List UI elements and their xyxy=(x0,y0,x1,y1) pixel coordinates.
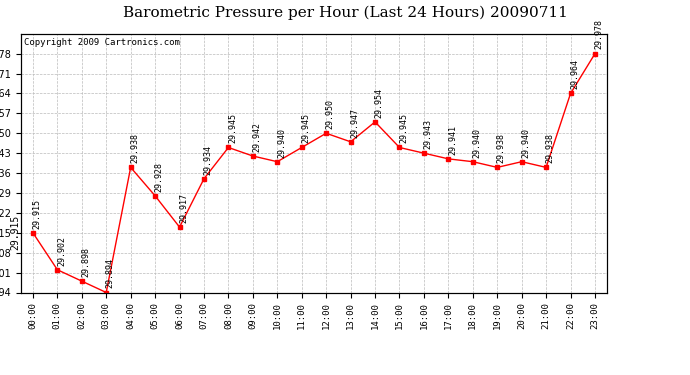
Text: 29.915: 29.915 xyxy=(11,215,21,250)
Text: 29.954: 29.954 xyxy=(375,88,384,118)
Text: 29.945: 29.945 xyxy=(399,113,408,143)
Text: 29.940: 29.940 xyxy=(522,128,531,158)
Text: 29.940: 29.940 xyxy=(473,128,482,158)
Text: 29.938: 29.938 xyxy=(546,133,555,163)
Text: 29.947: 29.947 xyxy=(351,108,359,138)
Text: 29.934: 29.934 xyxy=(204,145,213,175)
Text: 29.938: 29.938 xyxy=(130,133,139,163)
Text: 29.902: 29.902 xyxy=(57,236,66,266)
Text: Barometric Pressure per Hour (Last 24 Hours) 20090711: Barometric Pressure per Hour (Last 24 Ho… xyxy=(123,6,567,20)
Text: 29.928: 29.928 xyxy=(155,162,164,192)
Text: 29.915: 29.915 xyxy=(32,199,41,229)
Text: 29.945: 29.945 xyxy=(228,113,237,143)
Text: 29.964: 29.964 xyxy=(570,59,579,89)
Text: Copyright 2009 Cartronics.com: Copyright 2009 Cartronics.com xyxy=(23,38,179,46)
Text: 29.898: 29.898 xyxy=(81,247,90,277)
Text: 29.938: 29.938 xyxy=(497,133,506,163)
Text: 29.917: 29.917 xyxy=(179,193,188,223)
Text: 29.943: 29.943 xyxy=(424,119,433,149)
Text: 29.978: 29.978 xyxy=(595,20,604,50)
Text: 29.941: 29.941 xyxy=(448,125,457,155)
Text: 29.942: 29.942 xyxy=(253,122,262,152)
Text: 29.940: 29.940 xyxy=(277,128,286,158)
Text: 29.894: 29.894 xyxy=(106,258,115,288)
Text: 29.950: 29.950 xyxy=(326,99,335,129)
Text: 29.945: 29.945 xyxy=(302,113,310,143)
